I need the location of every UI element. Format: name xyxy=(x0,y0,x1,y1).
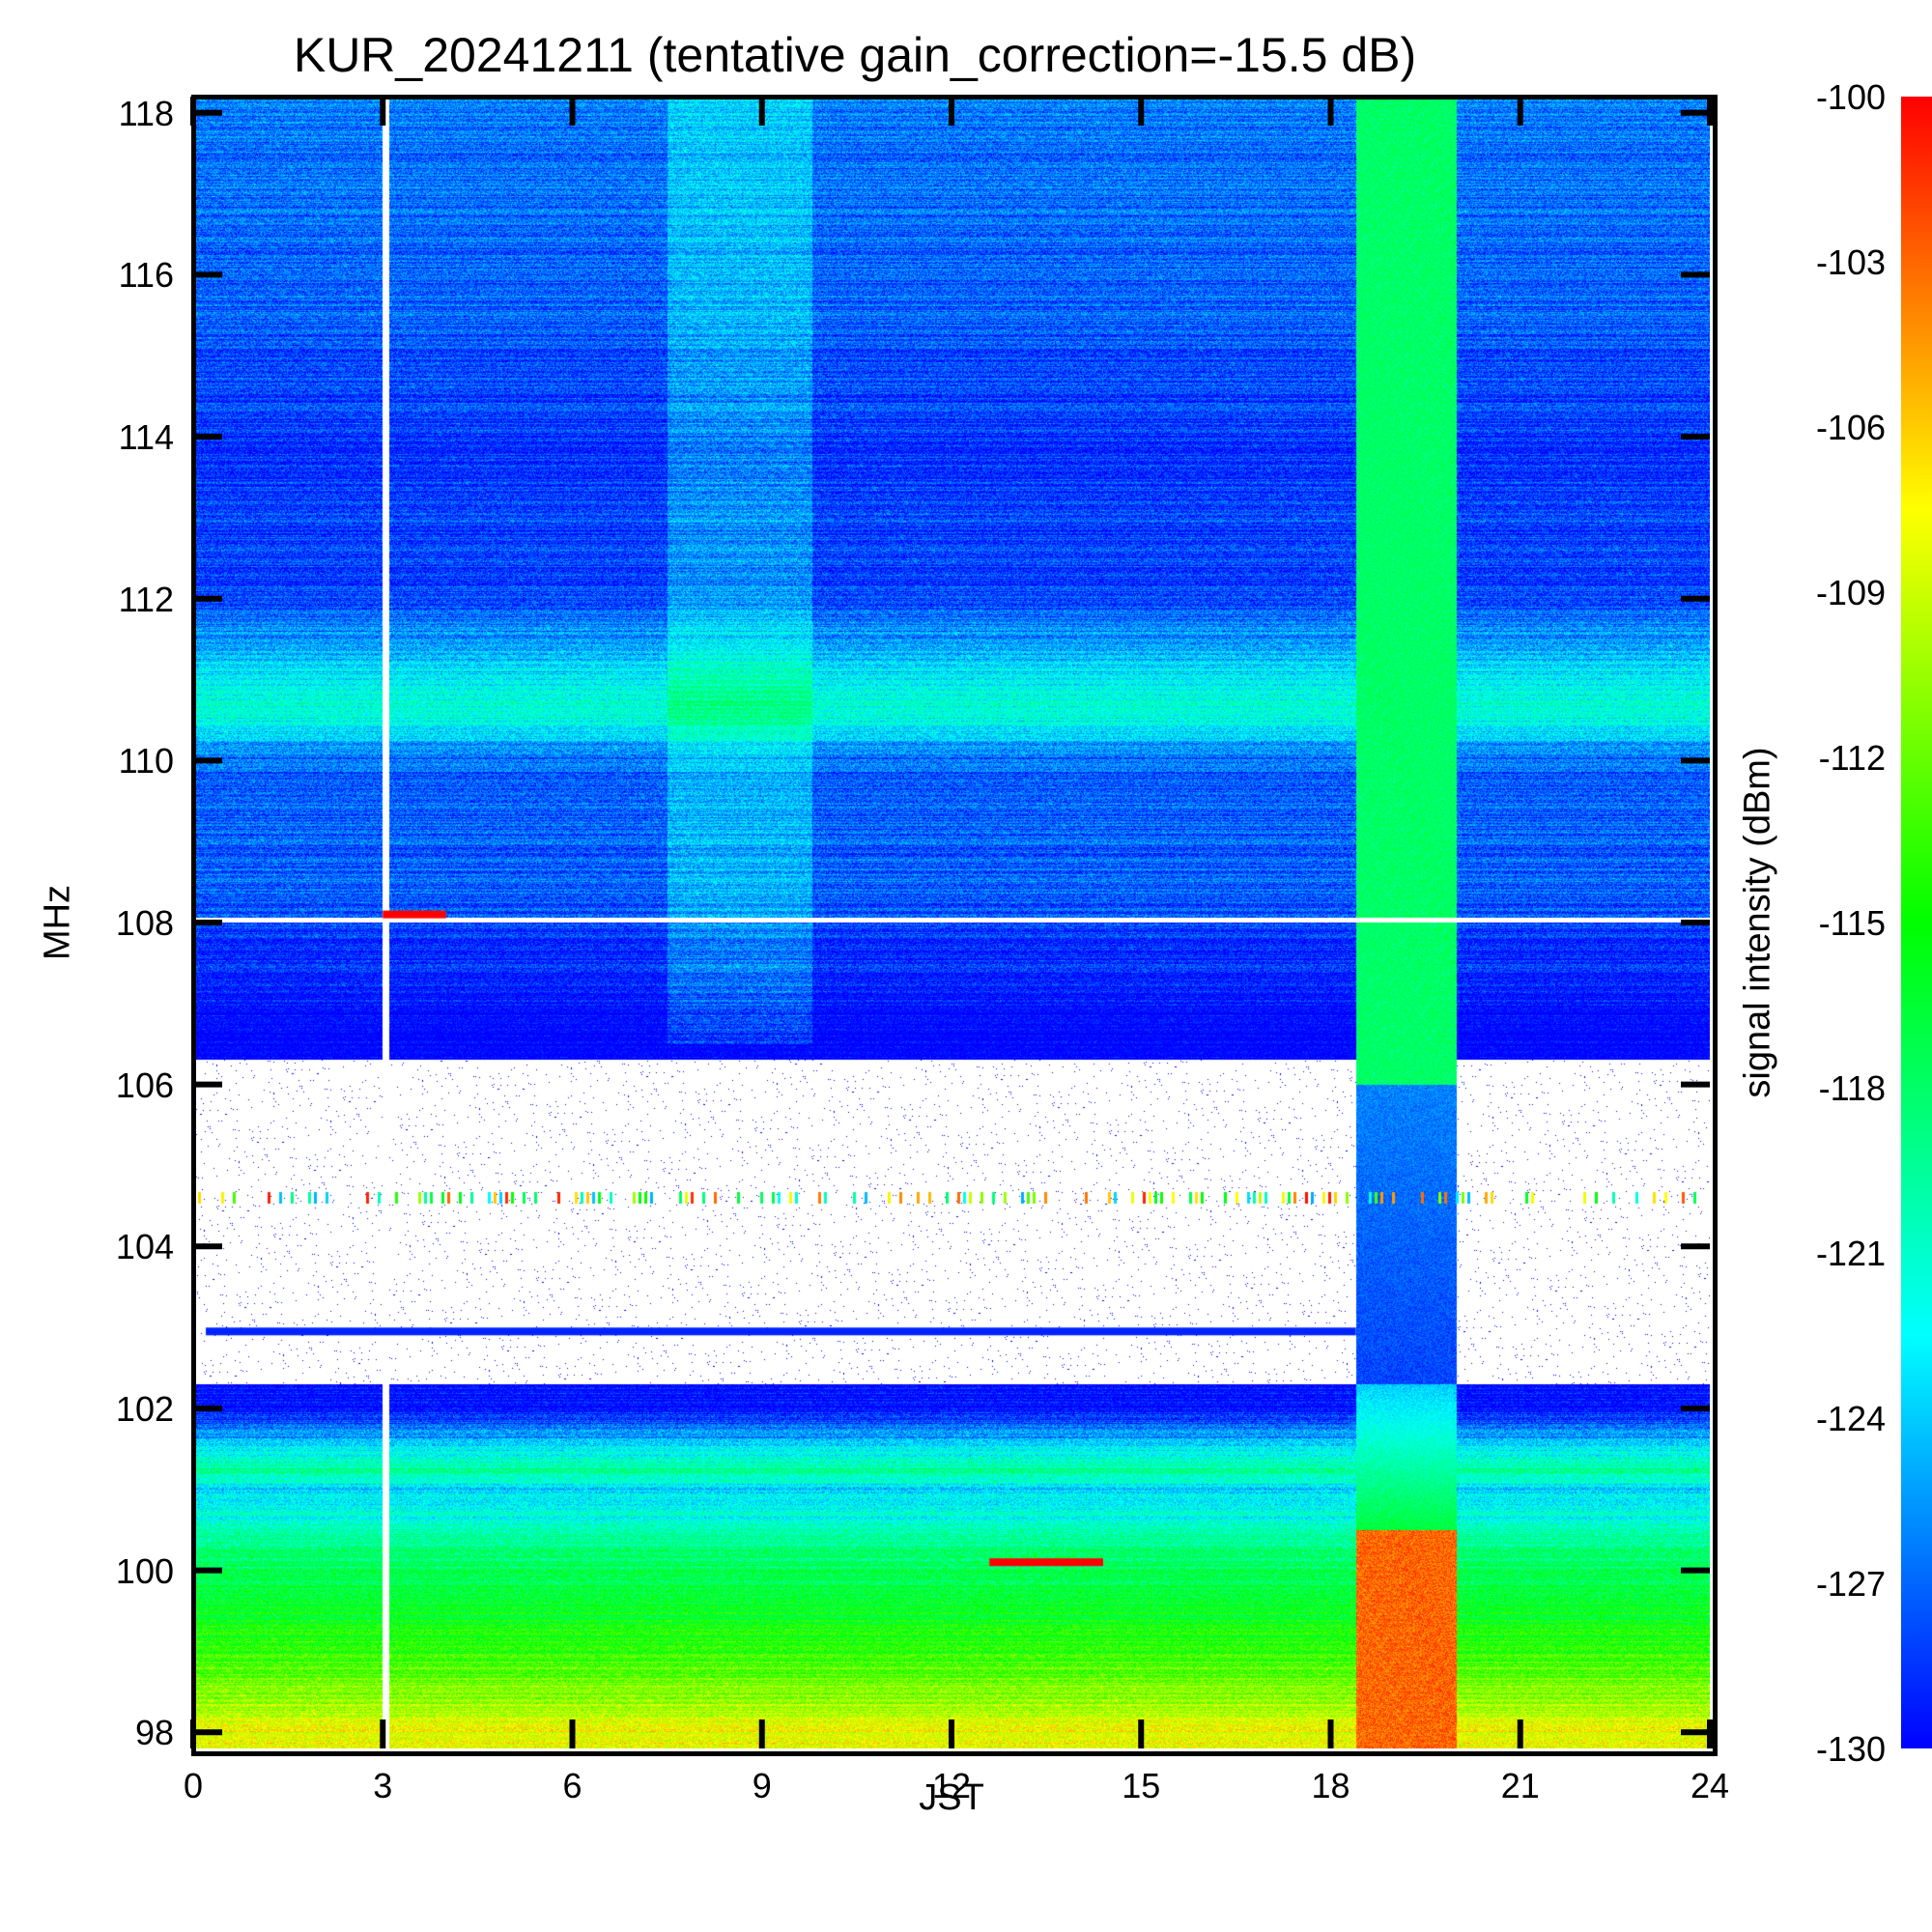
colorbar-tick-label: -118 xyxy=(1818,1068,1886,1108)
x-tick-label: 12 xyxy=(931,1766,972,1805)
colorbar-tick-label: -100 xyxy=(1815,77,1886,117)
x-tick-label: 6 xyxy=(562,1766,582,1805)
colorbar-tick-label: -103 xyxy=(1815,242,1886,282)
y-tick-label: 112 xyxy=(118,579,174,619)
x-tick-label: 15 xyxy=(1122,1766,1161,1805)
y-tick-label: 104 xyxy=(115,1227,174,1267)
x-tick-label: 24 xyxy=(1690,1766,1730,1805)
y-tick-label: 108 xyxy=(115,903,174,943)
colorbar-tick-label: -124 xyxy=(1815,1399,1886,1438)
x-tick-label: 9 xyxy=(752,1766,772,1805)
colorbar-tick-label: -121 xyxy=(1815,1234,1886,1273)
y-tick-label: 102 xyxy=(115,1388,174,1429)
chart-title: KUR_20241211 (tentative gain_correction=… xyxy=(293,28,1417,82)
spectrogram-heatmap xyxy=(193,97,1710,1748)
x-tick-label: 3 xyxy=(373,1766,393,1805)
colorbar-tick-label: -106 xyxy=(1815,408,1886,447)
colorbar-tick-label: -127 xyxy=(1815,1564,1886,1604)
colorbar-tick-label: -109 xyxy=(1815,573,1886,612)
colorbar-tick-label: -115 xyxy=(1818,903,1886,943)
colorbar-tick-label: -112 xyxy=(1818,738,1886,778)
x-axis-label: JST xyxy=(919,1777,984,1818)
colorbar-tick-label: -130 xyxy=(1815,1729,1886,1769)
y-tick-label: 98 xyxy=(134,1713,174,1753)
x-tick-label: 0 xyxy=(183,1766,204,1805)
x-tick-label: 18 xyxy=(1311,1766,1350,1805)
y-tick-label: 118 xyxy=(118,93,174,133)
y-tick-label: 116 xyxy=(118,255,174,296)
y-axis-label: MHz xyxy=(37,884,78,961)
colorbar-label: signal intensity (dBm) xyxy=(1737,747,1778,1098)
x-tick-label: 21 xyxy=(1500,1766,1540,1805)
y-tick-label: 100 xyxy=(115,1550,174,1591)
colorbar xyxy=(1901,97,1932,1748)
y-tick-label: 106 xyxy=(115,1065,174,1105)
y-tick-label: 110 xyxy=(118,741,174,781)
y-tick-label: 114 xyxy=(118,417,174,458)
